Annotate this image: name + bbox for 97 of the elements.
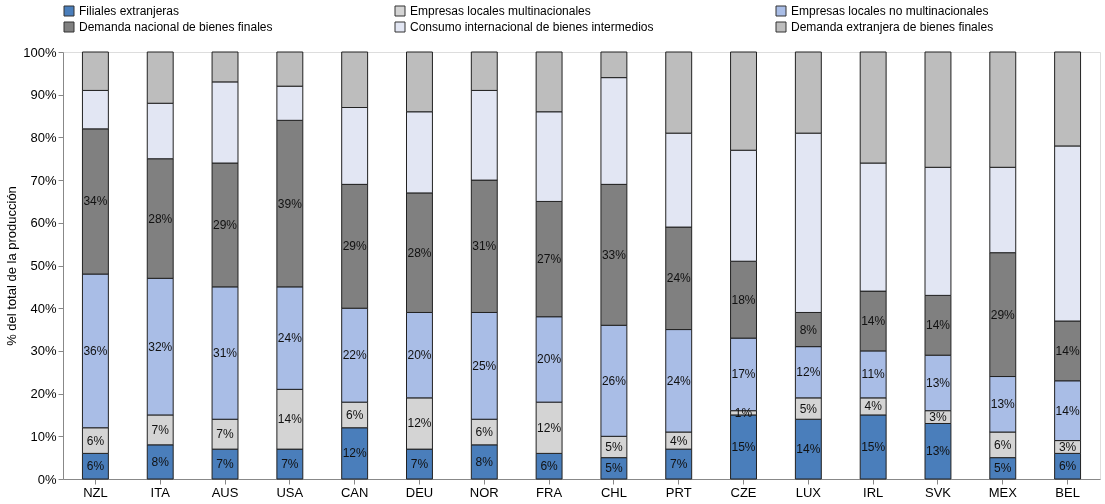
data-label: 29% — [342, 239, 367, 254]
x-tick-label: BEL — [1055, 484, 1080, 500]
data-label: 4% — [670, 433, 688, 448]
data-label: 15% — [861, 439, 886, 454]
y-tick-label: 100% — [23, 44, 57, 60]
data-label: 8% — [151, 454, 170, 469]
data-label: 15% — [731, 439, 756, 454]
legend-label: Consumo internacional de bienes intermedios — [410, 20, 654, 34]
data-label: 24% — [277, 331, 303, 346]
x-tick-label: PRT — [665, 484, 692, 500]
data-label: 20% — [537, 352, 562, 367]
data-label: 14% — [796, 442, 821, 457]
data-label: 5% — [994, 461, 1012, 476]
data-label: 13% — [925, 444, 951, 459]
x-tick-label: ITA — [150, 484, 171, 500]
data-label: 14% — [1055, 403, 1080, 418]
x-tick-label: NZL — [83, 484, 108, 500]
y-tick-label: 30% — [30, 343, 57, 359]
data-label: 20% — [407, 348, 432, 363]
x-tick-label: USA — [276, 484, 304, 500]
data-label: 24% — [666, 373, 692, 388]
data-label: 6% — [86, 459, 105, 474]
data-label: 6% — [994, 437, 1012, 452]
data-label: 6% — [86, 433, 105, 448]
data-label: 13% — [990, 397, 1016, 412]
data-label: 17% — [731, 367, 756, 382]
data-label: 25% — [472, 358, 497, 373]
data-label: 14% — [861, 314, 886, 329]
data-label: 12% — [407, 416, 432, 431]
data-label: 39% — [277, 196, 303, 211]
data-label: 6% — [345, 407, 364, 422]
x-tick-label: CZE — [730, 484, 757, 500]
x-tick-label: CHL — [600, 484, 627, 500]
data-label: 7% — [216, 427, 235, 442]
data-label: 12% — [796, 365, 821, 380]
x-tick-label: DEU — [405, 484, 434, 500]
y-tick-label: 10% — [30, 428, 57, 444]
data-label: 33% — [601, 247, 627, 262]
data-label: 18% — [731, 292, 756, 307]
data-label: 12% — [537, 420, 562, 435]
data-label: 6% — [475, 425, 494, 440]
data-label: 31% — [213, 346, 238, 361]
y-tick-label: 90% — [30, 87, 57, 103]
x-tick-label: SVK — [924, 484, 952, 500]
y-axis-title: % del total de la producción — [4, 186, 20, 346]
y-tick-label: 20% — [30, 386, 57, 402]
legend-label: Empresas locales multinacionales — [410, 4, 591, 18]
y-tick-label: 50% — [30, 258, 57, 273]
x-tick-label: AUS — [211, 484, 239, 500]
data-label: 6% — [1058, 459, 1077, 474]
data-label: 5% — [605, 439, 623, 454]
data-label: 11% — [861, 367, 886, 382]
data-label: 32% — [148, 339, 173, 354]
y-tick-label: 0% — [37, 471, 57, 487]
x-tick-label: FRA — [536, 484, 563, 500]
legend-label: Demanda nacional de bienes finales — [79, 20, 273, 34]
data-label: 34% — [83, 194, 108, 209]
y-tick-label: 80% — [30, 129, 57, 145]
data-label: 14% — [1055, 343, 1080, 358]
data-label: 29% — [990, 307, 1016, 322]
data-label: 26% — [601, 373, 627, 388]
data-label: 22% — [342, 348, 367, 363]
data-label: 12% — [342, 446, 367, 461]
legend-label: Filiales extranjeras — [79, 4, 180, 18]
data-label: 7% — [151, 422, 170, 437]
x-tick-label: LUX — [795, 484, 822, 500]
data-label: 8% — [799, 322, 818, 337]
data-label: 5% — [799, 401, 818, 416]
data-label: 3% — [929, 410, 947, 425]
data-label: 14% — [277, 412, 303, 427]
data-label: 7% — [670, 457, 688, 472]
data-label: 36% — [83, 343, 108, 358]
x-tick-label: CAN — [340, 484, 369, 500]
data-label: 31% — [472, 239, 497, 254]
data-label: 13% — [925, 375, 951, 390]
data-label: 3% — [1058, 439, 1077, 454]
data-label: 29% — [213, 217, 238, 232]
data-label: 7% — [216, 457, 235, 472]
legend-label: Empresas locales no multinacionales — [791, 4, 989, 18]
data-label: 27% — [537, 252, 562, 267]
y-tick-label: 40% — [30, 300, 57, 316]
x-tick-label: NOR — [469, 484, 499, 500]
data-label: 4% — [864, 399, 883, 414]
x-tick-label: MEX — [988, 484, 1018, 500]
legend-label: Demanda extranjera de bienes finales — [791, 20, 994, 34]
data-label: 6% — [540, 459, 559, 474]
data-label: 28% — [407, 245, 432, 260]
y-tick-label: 60% — [30, 215, 57, 231]
data-label: 28% — [148, 211, 173, 226]
data-label: 14% — [925, 318, 951, 333]
data-label: 7% — [281, 457, 299, 472]
x-tick-label: IRL — [863, 484, 884, 500]
data-label: 8% — [475, 454, 494, 469]
data-label: 5% — [605, 461, 623, 476]
data-label: 24% — [666, 271, 692, 286]
y-tick-label: 70% — [30, 172, 57, 188]
data-label: 7% — [410, 457, 429, 472]
